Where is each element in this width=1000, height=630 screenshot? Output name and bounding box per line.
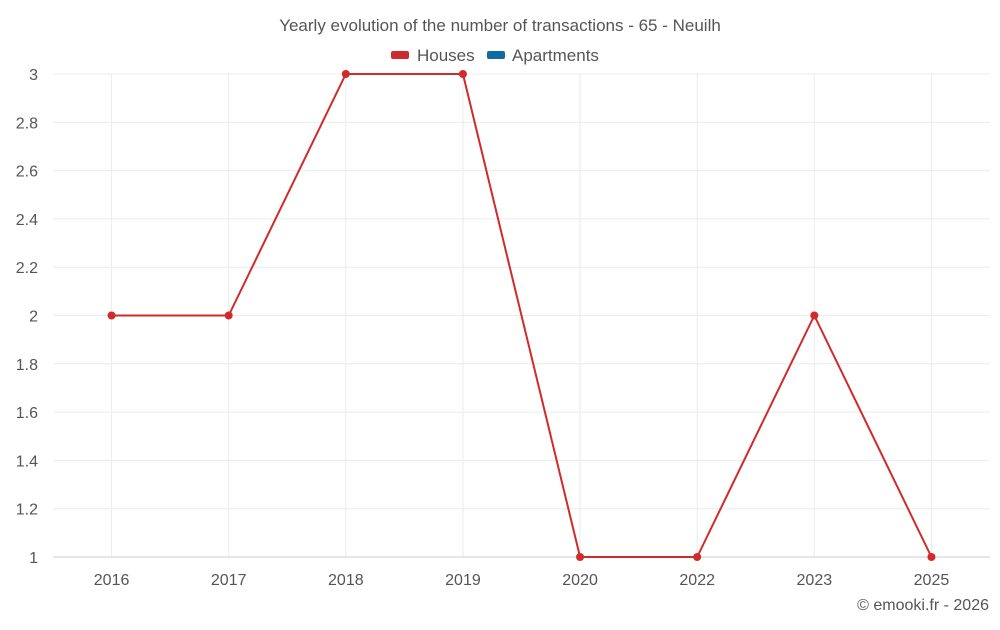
chart-title: Yearly evolution of the number of transa… [279,16,721,35]
data-point-houses[interactable] [224,311,233,320]
y-tick-label: 1.4 [16,453,38,470]
legend: Houses Apartments [391,46,599,65]
y-tick-label: 2.6 [16,164,38,181]
y-tick-label: 1.6 [16,405,38,422]
legend-item-houses[interactable]: Houses [391,46,475,65]
x-tick-label: 2016 [94,572,130,589]
data-point-houses[interactable] [458,70,467,78]
axes: 1 1.2 1.4 1.6 1.8 2 2.2 2.4 2.6 2.8 3 2016 2017 2018 2… [16,67,990,589]
x-tick-label: 2018 [328,572,364,589]
legend-item-apartments[interactable]: Apartments [487,46,599,65]
y-tick-label: 1 [29,550,38,567]
legend-label-apartments: Apartments [512,46,599,65]
data-point-houses[interactable] [693,553,702,561]
x-tick-label: 2022 [679,572,715,589]
y-tick-label: 1.8 [16,357,38,374]
y-tick-label: 2.4 [16,212,38,229]
y-tick-label: 1.2 [16,502,38,519]
x-tick-label: 2019 [445,572,481,589]
y-tick-label: 2 [29,309,38,326]
y-tick-label: 2.2 [16,260,38,277]
data-point-houses[interactable] [576,553,585,561]
series-layer [107,70,936,561]
legend-swatch-apartments [487,51,505,59]
data-point-houses[interactable] [107,311,116,320]
y-tick-label: 3 [29,67,38,84]
data-point-houses[interactable] [341,70,350,78]
x-tick-label: 2017 [211,572,247,589]
x-tick-label: 2023 [797,572,833,589]
series-line-houses [111,73,933,558]
data-point-houses[interactable] [927,553,936,561]
legend-swatch-houses [391,51,409,59]
data-point-houses[interactable] [810,311,819,320]
legend-label-houses: Houses [417,46,475,65]
y-tick-label: 2.8 [16,115,38,132]
credit-text[interactable]: © emooki.fr - 2026 [857,597,989,614]
x-tick-label: 2025 [914,572,950,589]
x-tick-label: 2020 [562,572,598,589]
